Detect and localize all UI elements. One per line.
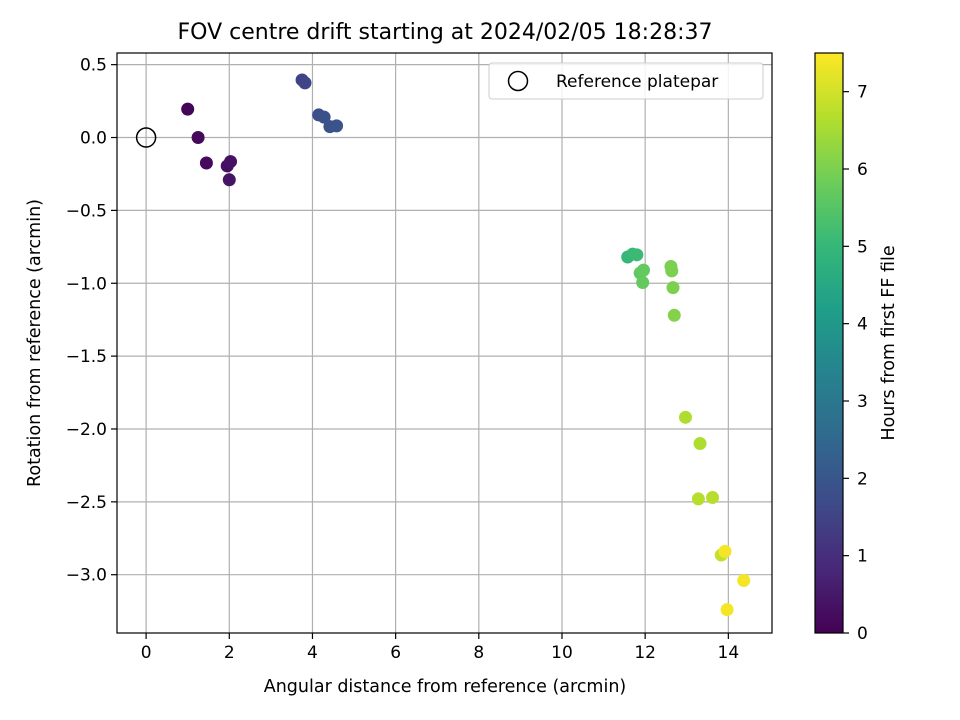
y-tick-label: 0.0 [80, 129, 107, 149]
data-point [737, 574, 751, 588]
colorbar-tick-label: 5 [857, 237, 868, 257]
x-tick-label: 8 [473, 643, 484, 663]
data-point [706, 490, 720, 504]
data-point [667, 308, 681, 322]
x-tick-label: 12 [634, 643, 656, 663]
x-tick-label: 2 [224, 643, 235, 663]
data-point [181, 102, 195, 116]
colorbar: 0 1 2 3 4 5 6 7 Hours from first FF file [814, 52, 899, 644]
x-tick-label: 4 [307, 643, 318, 663]
x-tick-label: 0 [141, 643, 152, 663]
grid-lines [117, 53, 772, 633]
colorbar-tick-label: 1 [857, 547, 868, 567]
y-tick-label: −1.0 [66, 274, 107, 294]
colorbar-tick-label: 7 [857, 83, 868, 103]
legend-label: Reference platepar [556, 72, 718, 92]
data-point [636, 276, 650, 290]
x-tick-label: 10 [551, 643, 573, 663]
x-tick-label: 14 [718, 643, 740, 663]
data-point [191, 131, 205, 145]
y-tick-label: −2.0 [66, 420, 107, 440]
y-tick-label: −2.5 [66, 493, 107, 513]
plot-frame [116, 52, 773, 634]
data-point [199, 156, 213, 170]
data-point [720, 603, 734, 617]
legend-marker [507, 70, 529, 92]
data-point [330, 119, 344, 133]
data-point [718, 544, 732, 558]
legend: Reference platepar [488, 62, 764, 100]
data-point [666, 281, 680, 295]
chart-title: FOV centre drift starting at 2024/02/05 … [178, 20, 713, 45]
colorbar-tick-label: 4 [857, 315, 868, 335]
data-point [224, 155, 238, 169]
y-tick-label: 0.5 [80, 56, 107, 76]
x-tick-label: 6 [390, 643, 401, 663]
colorbar-ticks: 0 1 2 3 4 5 6 7 [843, 83, 868, 644]
data-point [298, 76, 312, 90]
data-points [181, 73, 751, 617]
colorbar-gradient [815, 53, 843, 633]
colorbar-tick-label: 0 [857, 624, 868, 644]
data-point [636, 263, 650, 277]
plot-area: 0 2 4 6 8 10 12 14 0.5 0.0 −0.5 −1.0 −1.5 −2.0 −2.5 −3… [66, 52, 773, 663]
y-tick-label: −1.5 [66, 347, 107, 367]
data-point [678, 410, 692, 424]
data-point [317, 110, 331, 124]
data-point [222, 173, 236, 187]
data-point [630, 248, 644, 262]
y-tick-label: −3.0 [66, 566, 107, 586]
data-point [665, 264, 679, 278]
y-axis-label: Rotation from reference (arcmin) [25, 199, 45, 487]
data-point [691, 492, 705, 506]
colorbar-label: Hours from first FF file [879, 245, 899, 440]
reference-marker [135, 127, 157, 148]
y-tick-label: −0.5 [66, 201, 107, 221]
y-axis-ticks: 0.5 0.0 −0.5 −1.0 −1.5 −2.0 −2.5 −3.0 [66, 56, 117, 586]
colorbar-tick-label: 3 [857, 392, 868, 412]
x-axis-label: Angular distance from reference (arcmin) [264, 677, 627, 697]
x-axis-ticks: 0 2 4 6 8 10 12 14 [141, 633, 739, 663]
colorbar-tick-label: 6 [857, 160, 868, 180]
colorbar-tick-label: 2 [857, 469, 868, 489]
data-point [693, 437, 707, 451]
